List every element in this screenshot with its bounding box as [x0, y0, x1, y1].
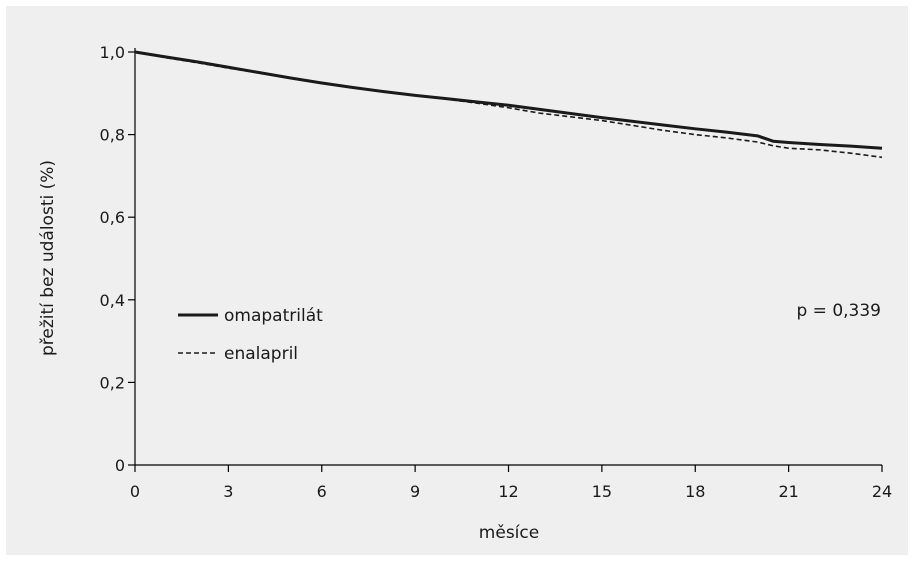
- x-axis-label: měsíce: [479, 523, 539, 543]
- x-tick-label: 21: [778, 482, 798, 501]
- x-tick-label: 15: [592, 482, 612, 501]
- x-tick-label: 12: [498, 482, 518, 501]
- y-tick-label: 0,6: [100, 208, 125, 227]
- series-lines: [134, 50, 883, 159]
- legend-label-omapatrilát: omapatrilát: [224, 306, 323, 326]
- x-tick-label: 0: [130, 482, 140, 501]
- legend: omapatrilát enalapril: [178, 306, 323, 364]
- y-tick-label: 0: [115, 456, 125, 475]
- x-tick-label: 9: [410, 482, 420, 501]
- axes: 0 3 6 9 12 15 18 21 24 0 0,2 0,4 0,6 0,8 1,0: [100, 43, 893, 501]
- y-tick-label: 0,8: [100, 126, 125, 145]
- series-line-omapatrilát: [134, 50, 883, 150]
- x-tick-label: 24: [872, 482, 892, 501]
- y-tick-label: 1,0: [100, 43, 125, 62]
- legend-label-enalapril: enalapril: [224, 344, 298, 364]
- x-tick-label: 6: [317, 482, 327, 501]
- chart-panel: [6, 6, 908, 555]
- x-tick-label: 18: [685, 482, 705, 501]
- p-value-annotation: p = 0,339: [796, 301, 881, 321]
- y-tick-label: 0,2: [100, 373, 125, 392]
- x-tick-label: 3: [223, 482, 233, 501]
- y-axis-label: přežití bez události (%): [38, 160, 58, 356]
- y-tick-label: 0,4: [100, 291, 125, 310]
- series-line-enalapril: [134, 51, 883, 159]
